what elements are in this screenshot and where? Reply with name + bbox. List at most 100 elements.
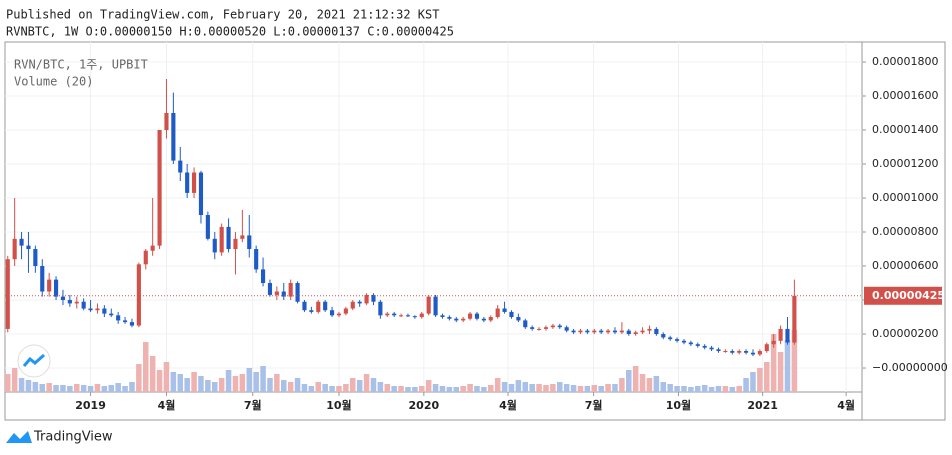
volume-bar — [488, 385, 494, 392]
volume-bar — [467, 384, 473, 392]
volume-bar — [425, 380, 432, 392]
candle-body — [419, 313, 424, 318]
volume-bar — [218, 378, 225, 392]
candle-body — [33, 249, 38, 267]
candle-body — [571, 330, 576, 333]
y-tick-label: 0.00001800 — [872, 55, 938, 68]
volume-bar — [715, 386, 722, 392]
volume-bar — [5, 374, 11, 392]
volume-bar — [557, 382, 563, 392]
candle-body — [240, 235, 245, 239]
volume-bar — [156, 370, 163, 392]
candle-body — [109, 313, 114, 316]
candle-body — [198, 172, 204, 216]
candle-body — [40, 266, 45, 292]
legend-symbol: RVN/BTC, 1주, UPBIT — [14, 58, 148, 72]
candle-body — [792, 295, 797, 343]
candle-body — [191, 172, 197, 193]
volume-bar — [494, 378, 501, 392]
x-tick-label: 4월 — [158, 398, 176, 412]
candle-body — [371, 294, 376, 302]
candle-body — [716, 349, 721, 352]
y-tick-label: 0.00001400 — [872, 123, 938, 136]
candle-body — [364, 294, 369, 304]
volume-bar — [708, 387, 715, 392]
volume-bar — [764, 362, 770, 392]
volume-bar — [791, 330, 798, 392]
volume-bar — [101, 386, 108, 392]
volume-bar — [260, 366, 266, 392]
candle-body — [247, 235, 252, 250]
volume-bar — [577, 386, 584, 392]
candle-body — [302, 301, 307, 311]
volume-bar — [46, 383, 52, 392]
candle-body — [12, 238, 17, 260]
volume-bar — [570, 385, 577, 392]
candle-body — [53, 279, 59, 297]
volume-bar — [315, 382, 322, 392]
volume-bar — [391, 386, 397, 392]
volume-bar — [784, 340, 791, 392]
candle-body — [88, 308, 93, 311]
candle-body — [205, 215, 210, 239]
volume-bar — [681, 386, 687, 392]
candle-body — [129, 322, 135, 326]
candle-body — [274, 291, 279, 295]
candle-body — [392, 313, 397, 316]
volume-bar — [598, 386, 604, 392]
volume-bar — [605, 384, 611, 392]
candle-body — [150, 245, 155, 251]
y-tick-label: 0.00000600 — [872, 259, 938, 272]
candle-body — [412, 316, 417, 318]
candle-body — [95, 308, 100, 311]
volume-bar — [225, 370, 232, 392]
candle-body — [116, 315, 121, 321]
x-tick-label: 2019 — [75, 399, 106, 412]
candle-body — [281, 291, 286, 297]
candle-body — [447, 317, 452, 319]
volume-bar — [294, 378, 301, 392]
volume-bar — [757, 368, 763, 392]
volume-bar — [591, 385, 598, 392]
candle-body — [5, 259, 10, 329]
candle-body — [316, 301, 321, 312]
logo-badge — [17, 344, 51, 378]
volume-bar — [646, 378, 653, 392]
volume-bar — [536, 384, 542, 392]
volume-bar — [74, 384, 80, 392]
x-tick-label: 2021 — [747, 399, 778, 412]
price-label: 0.00000425 — [872, 289, 945, 302]
candle-body — [481, 318, 486, 321]
candle-body — [336, 313, 342, 316]
volume-bar — [632, 366, 639, 392]
volume-bar — [695, 386, 701, 392]
y-tick-label: 0.00001000 — [872, 191, 938, 204]
volume-bar — [653, 376, 660, 392]
volume-bar — [267, 378, 273, 392]
candle-body — [267, 283, 273, 295]
candle-body — [329, 310, 335, 316]
volume-bar — [191, 372, 197, 392]
candle-body — [771, 340, 776, 345]
candle-body — [309, 310, 314, 312]
candle-body — [578, 330, 583, 333]
candle-body — [454, 318, 459, 321]
candle-body — [681, 340, 687, 343]
candle-body — [178, 160, 183, 173]
candle-body — [474, 313, 480, 319]
volume-bar — [350, 378, 356, 392]
candle-body — [778, 328, 783, 341]
volume-bar — [501, 382, 508, 392]
candle-body — [143, 250, 148, 265]
candle-body — [585, 330, 590, 333]
volume-bar — [688, 387, 694, 392]
candle-body — [599, 330, 604, 333]
volume-bar — [177, 374, 184, 392]
volume-bar — [198, 376, 204, 392]
y-tick-label: 0.00000800 — [872, 225, 938, 238]
candle-body — [606, 330, 611, 333]
candle-body — [26, 245, 31, 250]
brand: TradingView — [33, 430, 113, 445]
volume-bar — [584, 386, 591, 392]
